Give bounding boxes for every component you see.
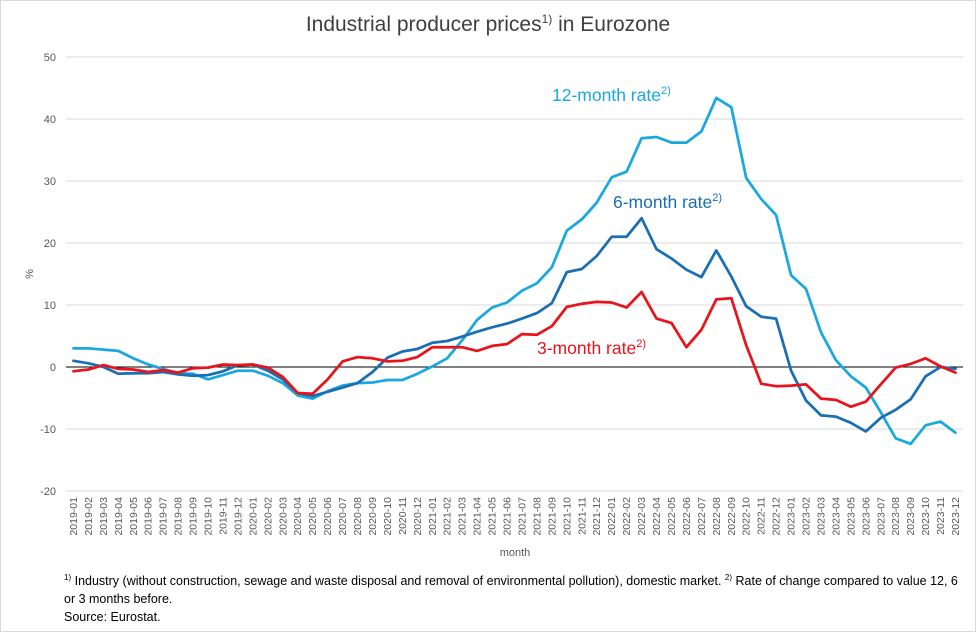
x-tick-label: 2021-02	[442, 497, 454, 536]
x-tick-label: 2022-04	[651, 497, 663, 536]
series-label-3-month-mark: 2)	[636, 338, 646, 350]
y-tick-label: 50	[44, 52, 56, 64]
chart-title-text: Industrial producer prices	[305, 13, 542, 36]
y-tick-label: 30	[44, 176, 56, 188]
x-tick-label: 2021-06	[502, 497, 514, 536]
x-tick-label: 2020-08	[352, 497, 364, 536]
chart-title-suffix: in Eurozone	[552, 13, 671, 36]
x-tick-label: 2020-12	[412, 497, 424, 536]
x-tick-label: 2020-06	[322, 497, 334, 536]
x-axis-ticks: 2019-01 2019-02 2019-03 2019-04 2019-05 2019-…	[68, 497, 962, 536]
series-lines	[72, 96, 957, 446]
x-tick-label: 2020-11	[397, 497, 409, 535]
x-tick-label: 2023-12	[950, 497, 962, 536]
footnote-text-2: Rate of change compared to value 12, 6 o…	[64, 574, 958, 607]
x-tick-label: 2022-08	[711, 497, 723, 536]
series-label-3-month-text: 3-month rate	[537, 338, 636, 358]
x-tick-label: 2019-09	[188, 497, 200, 536]
series-line	[72, 290, 957, 409]
x-tick-label: 2020-04	[292, 497, 304, 536]
chart-title: Industrial producer prices1) in Eurozone	[0, 12, 976, 37]
footnote-text-1: Industry (without construction, sewage a…	[71, 574, 725, 589]
y-tick-label: -20	[40, 486, 56, 498]
footnote-mark-2: 2)	[724, 573, 733, 582]
x-tick-label: 2021-08	[531, 497, 543, 536]
x-tick-label: 2019-01	[68, 497, 80, 536]
y-tick-label: -10	[40, 424, 56, 436]
x-tick-label: 2021-04	[472, 497, 484, 536]
x-tick-label: 2019-05	[128, 497, 140, 536]
footnote-mark-1: 1)	[64, 573, 72, 582]
x-tick-label: 2023-09	[905, 497, 917, 536]
series-label-6-month: 6-month rate2)	[613, 192, 722, 212]
x-tick-label: 2022-12	[771, 497, 783, 536]
footnote-line: 1) Industry (without construction, sewag…	[64, 569, 964, 608]
x-tick-label: 2020-01	[247, 497, 259, 536]
series-label-6-month-text: 6-month rate	[613, 192, 712, 212]
x-tick-label: 2019-03	[98, 497, 110, 536]
gridlines	[66, 56, 963, 492]
x-tick-label: 2023-04	[830, 497, 842, 536]
x-tick-label: 2020-03	[277, 497, 289, 536]
x-tick-label: 2019-11	[217, 497, 229, 535]
y-axis-ticks: -20 -10 0 10 20 30 40 50	[40, 52, 56, 498]
series-line	[72, 96, 957, 446]
x-tick-label: 2021-01	[427, 497, 439, 536]
x-axis-title: month	[500, 547, 531, 559]
y-tick-label: 10	[44, 300, 56, 312]
series-label-12-month: 12-month rate2)	[552, 85, 671, 105]
x-tick-label: 2023-01	[786, 497, 798, 536]
x-tick-label: 2020-10	[382, 497, 394, 536]
x-tick-label: 2019-04	[113, 497, 125, 536]
x-tick-label: 2023-10	[920, 497, 932, 536]
x-tick-label: 2020-09	[367, 497, 379, 536]
y-tick-label: 40	[44, 114, 56, 126]
series-label-12-month-text: 12-month rate	[552, 85, 661, 105]
series-label-6-month-mark: 2)	[712, 192, 722, 204]
x-tick-label: 2023-05	[845, 497, 857, 536]
x-tick-label: 2021-11	[576, 497, 588, 535]
x-tick-label: 2019-12	[232, 497, 244, 536]
source-note: Source: Eurostat.	[64, 610, 161, 625]
x-tick-label: 2019-02	[83, 497, 95, 536]
x-tick-label: 2022-02	[621, 497, 633, 536]
y-axis-title: %	[24, 269, 36, 279]
x-tick-label: 2022-10	[741, 497, 753, 536]
x-tick-label: 2020-07	[337, 497, 349, 536]
x-tick-label: 2019-06	[143, 497, 155, 536]
footnote: 1) Industry (without construction, sewag…	[64, 569, 964, 626]
x-tick-label: 2021-05	[487, 497, 499, 536]
x-tick-label: 2023-06	[860, 497, 872, 536]
x-tick-label: 2022-11	[756, 497, 768, 535]
y-tick-label: 0	[50, 362, 56, 374]
x-tick-label: 2022-01	[606, 497, 618, 536]
x-tick-label: 2020-02	[262, 497, 274, 536]
x-tick-label: 2019-08	[173, 497, 185, 536]
x-tick-label: 2021-10	[561, 497, 573, 536]
x-tick-label: 2021-09	[546, 497, 558, 536]
x-tick-label: 2023-03	[815, 497, 827, 536]
y-tick-label: 20	[44, 238, 56, 250]
x-tick-label: 2019-07	[158, 497, 170, 536]
x-tick-label: 2022-05	[666, 497, 678, 536]
chart-title-footnote-mark: 1)	[541, 12, 553, 26]
x-tick-label: 2022-03	[636, 497, 648, 536]
x-tick-label: 2019-10	[203, 497, 215, 536]
x-tick-label: 2023-07	[875, 497, 887, 536]
x-tick-label: 2023-02	[801, 497, 813, 536]
x-tick-label: 2023-11	[935, 497, 947, 535]
x-tick-label: 2021-07	[516, 497, 528, 536]
x-tick-label: 2022-06	[681, 497, 693, 536]
x-tick-label: 2021-03	[457, 497, 469, 536]
series-label-12-month-mark: 2)	[661, 85, 671, 97]
x-tick-label: 2021-12	[591, 497, 603, 536]
series-label-3-month: 3-month rate2)	[537, 338, 646, 358]
x-tick-label: 2022-07	[696, 497, 708, 536]
x-tick-label: 2022-09	[726, 497, 738, 536]
series-line	[72, 216, 957, 433]
x-tick-label: 2020-05	[307, 497, 319, 536]
x-tick-label: 2023-08	[890, 497, 902, 536]
